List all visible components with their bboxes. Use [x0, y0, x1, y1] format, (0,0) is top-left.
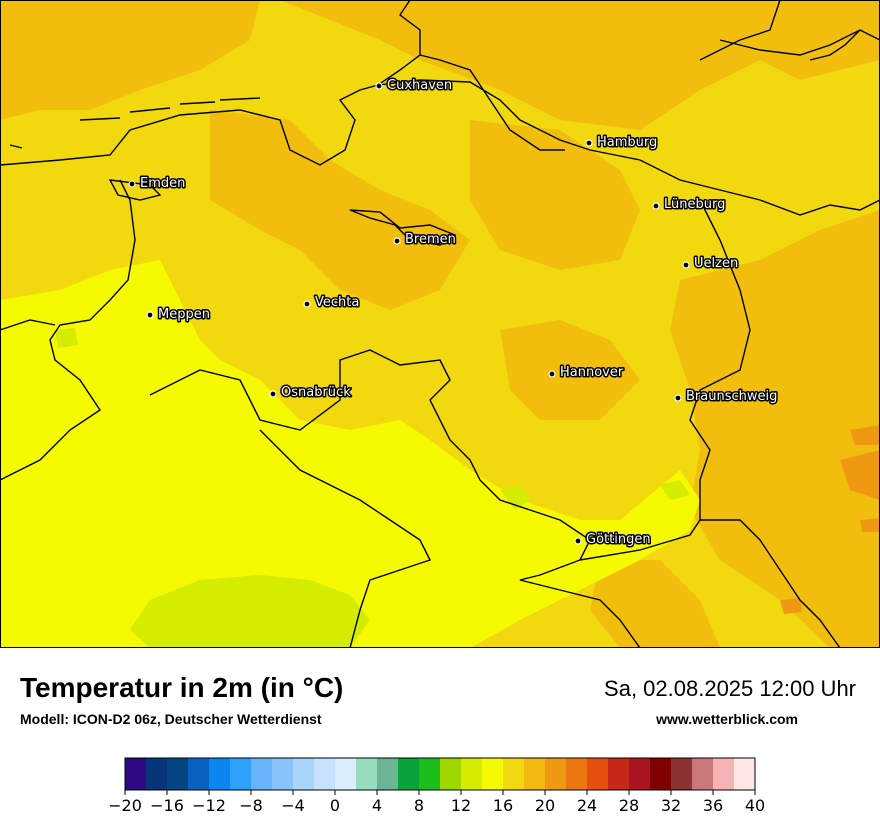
legend-tick-label: −16: [150, 796, 184, 815]
legend-swatch: [125, 758, 147, 790]
city-osnabrueck[interactable]: Osnabrück: [269, 384, 353, 402]
svg-text:Bremen: Bremen: [405, 232, 456, 247]
legend-tick-label: 28: [619, 796, 639, 815]
legend-swatch: [503, 758, 525, 790]
legend-tick-label: −8: [239, 796, 263, 815]
city-goettingen[interactable]: Göttingen: [574, 531, 652, 549]
svg-text:Meppen: Meppen: [158, 307, 210, 322]
legend-tick-label: 12: [451, 796, 471, 815]
legend-swatch: [524, 758, 546, 790]
city-hamburg[interactable]: Hamburg: [585, 134, 659, 152]
legend-swatch: [377, 758, 399, 790]
svg-text:Hamburg: Hamburg: [597, 135, 657, 150]
legend-tick-label: −12: [192, 796, 226, 815]
cool-zones: [0, 260, 700, 648]
legend-tick-label: −4: [281, 796, 305, 815]
legend-swatch: [314, 758, 336, 790]
city-emden[interactable]: Emden: [128, 175, 187, 193]
borders: [0, 0, 880, 648]
legend-swatch: [440, 758, 462, 790]
city-bremen[interactable]: Bremen: [393, 231, 457, 249]
svg-text:Hannover: Hannover: [560, 365, 624, 380]
city-vechta[interactable]: Vechta: [303, 294, 361, 312]
legend-swatch: [251, 758, 273, 790]
legend-tick-label: 40: [745, 796, 765, 815]
legend-swatch: [167, 758, 189, 790]
legend-tick-label: 20: [535, 796, 555, 815]
svg-text:Vechta: Vechta: [315, 295, 359, 310]
website-link[interactable]: www.wetterblick.com: [656, 711, 798, 727]
legend-swatch: [293, 758, 315, 790]
legend-swatch: [419, 758, 441, 790]
legend-frame: [124, 757, 756, 791]
color-legend: −20 −16 −12 −8 −4 0 4 8 12 16 20 24 28 32 36 40: [108, 756, 770, 826]
legend-swatch: [398, 758, 420, 790]
legend-swatch: [209, 758, 231, 790]
legend-swatch: [608, 758, 630, 790]
legend-tick-label: 24: [577, 796, 597, 815]
legend-swatch: [629, 758, 651, 790]
legend-swatch: [482, 758, 504, 790]
legend-svg: −20 −16 −12 −8 −4 0 4 8 12 16 20 24 28 32 36 40: [108, 757, 765, 815]
legend-swatch: [230, 758, 252, 790]
legend-tick-label: 36: [703, 796, 723, 815]
svg-text:Osnabrück: Osnabrück: [281, 385, 351, 400]
svg-text:Lüneburg: Lüneburg: [664, 197, 725, 212]
city-markers: Cuxhaven Hamburg Emden Lüneburg Bremen U…: [128, 77, 779, 549]
legend-tick-label: 4: [372, 796, 382, 815]
city-hannover[interactable]: Hannover: [548, 364, 625, 382]
legend-swatch: [335, 758, 357, 790]
legend-swatch: [188, 758, 210, 790]
legend-tick-label: 32: [661, 796, 681, 815]
legend-swatch: [671, 758, 693, 790]
legend-swatch: [272, 758, 294, 790]
legend-tick-label: −20: [110, 796, 142, 815]
legend-tick-label: 16: [493, 796, 513, 815]
map-svg: Cuxhaven Hamburg Emden Lüneburg Bremen U…: [0, 0, 880, 648]
city-lueneburg[interactable]: Lüneburg: [652, 196, 727, 214]
svg-text:Göttingen: Göttingen: [586, 532, 651, 547]
legend-swatch: [650, 758, 672, 790]
legend-swatch: [461, 758, 483, 790]
coolest-zones: [55, 328, 690, 648]
city-cuxhaven[interactable]: Cuxhaven: [375, 77, 454, 95]
forecast-datetime: Sa, 02.08.2025 12:00 Uhr: [604, 676, 856, 701]
legend-swatch: [713, 758, 735, 790]
warm-zones: [0, 0, 880, 648]
legend-swatch: [692, 758, 714, 790]
legend-swatch: [356, 758, 378, 790]
svg-text:Uelzen: Uelzen: [694, 256, 738, 271]
legend-swatch: [587, 758, 609, 790]
model-info: Modell: ICON-D2 06z, Deutscher Wetterdie…: [20, 711, 322, 727]
city-uelzen[interactable]: Uelzen: [682, 255, 740, 273]
legend-tick-label: 8: [414, 796, 424, 815]
city-braunschweig[interactable]: Braunschweig: [674, 388, 779, 406]
legend-swatch: [146, 758, 168, 790]
svg-text:Cuxhaven: Cuxhaven: [387, 78, 452, 93]
legend-swatch: [545, 758, 567, 790]
legend-swatch: [566, 758, 588, 790]
legend-swatch: [734, 758, 756, 790]
city-meppen[interactable]: Meppen: [146, 306, 211, 324]
hot-spots: [780, 425, 880, 614]
svg-text:Braunschweig: Braunschweig: [686, 389, 777, 404]
legend-tick-label: 0: [330, 796, 340, 815]
map-title: Temperatur in 2m (in °C): [20, 672, 344, 703]
temperature-map: Cuxhaven Hamburg Emden Lüneburg Bremen U…: [0, 0, 880, 648]
svg-text:Emden: Emden: [140, 176, 185, 191]
